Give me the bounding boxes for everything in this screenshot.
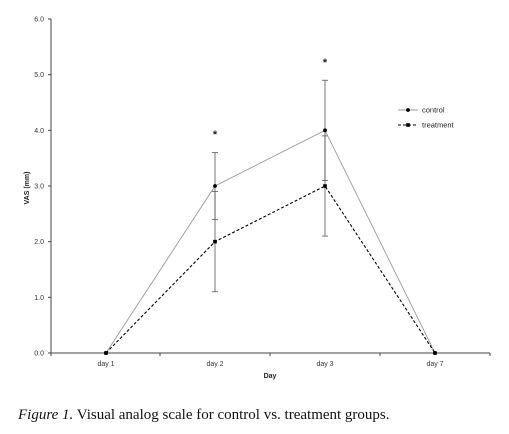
y-tick-label: 1.0 bbox=[34, 295, 44, 302]
caption-text: Visual analog scale for control vs. trea… bbox=[73, 407, 390, 423]
y-tick-label: 6.0 bbox=[34, 17, 44, 24]
data-point-treatment bbox=[323, 184, 327, 188]
y-tick-label: 2.0 bbox=[34, 239, 44, 246]
data-point-control bbox=[323, 128, 327, 133]
x-tick-label: day 1 bbox=[97, 361, 114, 368]
legend-marker-control bbox=[406, 108, 410, 112]
figure-label: Figure 1. bbox=[18, 407, 74, 423]
significance-marker: * bbox=[323, 57, 328, 69]
x-tick-label: day 7 bbox=[426, 361, 443, 368]
y-tick-label: 5.0 bbox=[34, 72, 44, 79]
series-markers bbox=[104, 128, 437, 355]
figure-caption: Figure 1. Visual analog scale for contro… bbox=[18, 407, 390, 424]
legend: control treatment bbox=[398, 106, 455, 130]
chart: 0.0 1.0 2.0 3.0 4.0 5.0 6.0 day 1 day 2 day 3 day … bbox=[24, 17, 491, 380]
legend-marker-treatment bbox=[406, 123, 410, 127]
x-tick-label: day 2 bbox=[206, 361, 223, 368]
y-tick-label: 3.0 bbox=[34, 184, 44, 191]
legend-label-treatment: treatment bbox=[422, 121, 455, 130]
data-point-treatment bbox=[433, 351, 437, 355]
data-point-treatment bbox=[213, 239, 217, 244]
x-axis-title: Day bbox=[264, 373, 277, 380]
x-tick-label: day 3 bbox=[316, 361, 333, 368]
y-tick-label: 4.0 bbox=[34, 128, 44, 135]
data-point-control bbox=[213, 184, 217, 188]
series-lines bbox=[105, 129, 436, 354]
y-tick-label: 0.0 bbox=[34, 351, 44, 358]
series-line-control bbox=[105, 129, 436, 354]
data-point-treatment bbox=[104, 351, 108, 355]
significance-marker: * bbox=[213, 129, 218, 141]
legend-label-control: control bbox=[422, 106, 445, 115]
significance-annotations: ** bbox=[213, 57, 328, 141]
chart-axes: 0.0 1.0 2.0 3.0 4.0 5.0 6.0 day 1 day 2 day 3 day … bbox=[24, 17, 491, 380]
y-axis-title: VAS (mm) bbox=[24, 172, 31, 205]
series-line-treatment bbox=[105, 185, 436, 354]
error-bars bbox=[212, 79, 328, 293]
